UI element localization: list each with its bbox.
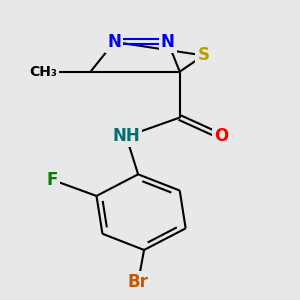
Text: NH: NH	[112, 128, 140, 146]
Text: N: N	[161, 33, 175, 51]
Text: N: N	[107, 33, 121, 51]
Text: CH₃: CH₃	[29, 64, 57, 79]
Text: Br: Br	[128, 273, 148, 291]
Text: S: S	[197, 46, 209, 64]
Text: F: F	[46, 171, 58, 189]
Text: O: O	[214, 128, 229, 146]
